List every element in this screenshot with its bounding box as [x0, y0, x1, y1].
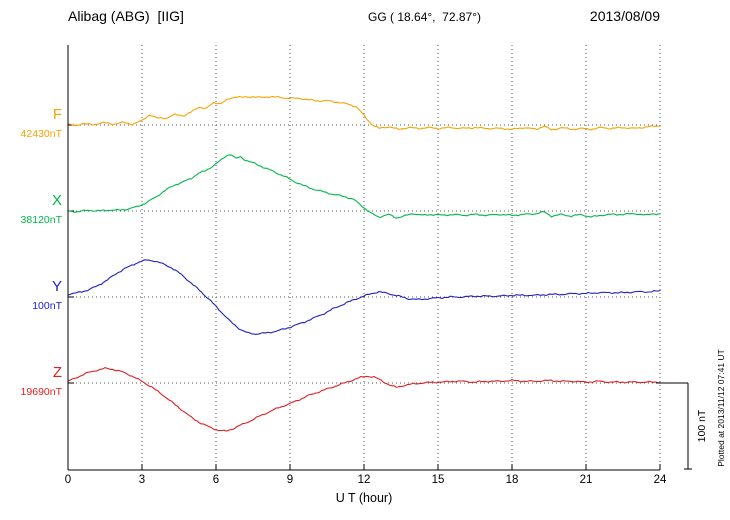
x-tick-label-21: 21 — [579, 474, 593, 486]
trace-F — [67, 95, 661, 131]
series-letter-Y: Y — [51, 278, 62, 295]
series-letter-F: F — [52, 106, 62, 123]
x-tick-label-15: 15 — [431, 474, 445, 486]
series-baseline-value-Y: 100nT — [32, 300, 62, 312]
scale-bar-label: 100 nT — [696, 409, 708, 443]
date-label: 2013/08/09 — [589, 8, 660, 24]
x-tick-label-18: 18 — [505, 474, 519, 486]
station-title: Alibag (ABG) [IIG] — [68, 8, 184, 24]
x-tick-label-3: 3 — [138, 474, 146, 486]
trace-Y — [67, 259, 661, 335]
series-baseline-value-F: 42430nT — [20, 128, 62, 140]
x-tick-label-9: 9 — [286, 474, 294, 486]
x-axis-label: U T (hour) — [335, 491, 393, 505]
plotted-at-note: Plotted at 2013/11/12 07:41 UT — [716, 349, 726, 467]
trace-Z — [67, 367, 661, 432]
series-letter-Z: Z — [52, 364, 62, 381]
x-tick-label-24: 24 — [653, 474, 667, 486]
series-letter-X: X — [51, 192, 62, 209]
trace-X — [67, 154, 661, 219]
x-tick-label-12: 12 — [357, 474, 371, 486]
coordinates-label: GG ( 18.64°, 72.87°) — [368, 10, 481, 24]
x-tick-label-0: 0 — [64, 474, 72, 486]
series-baseline-value-X: 38120nT — [20, 214, 62, 226]
series-baseline-value-Z: 19690nT — [20, 386, 62, 398]
x-tick-label-6: 6 — [212, 474, 220, 486]
